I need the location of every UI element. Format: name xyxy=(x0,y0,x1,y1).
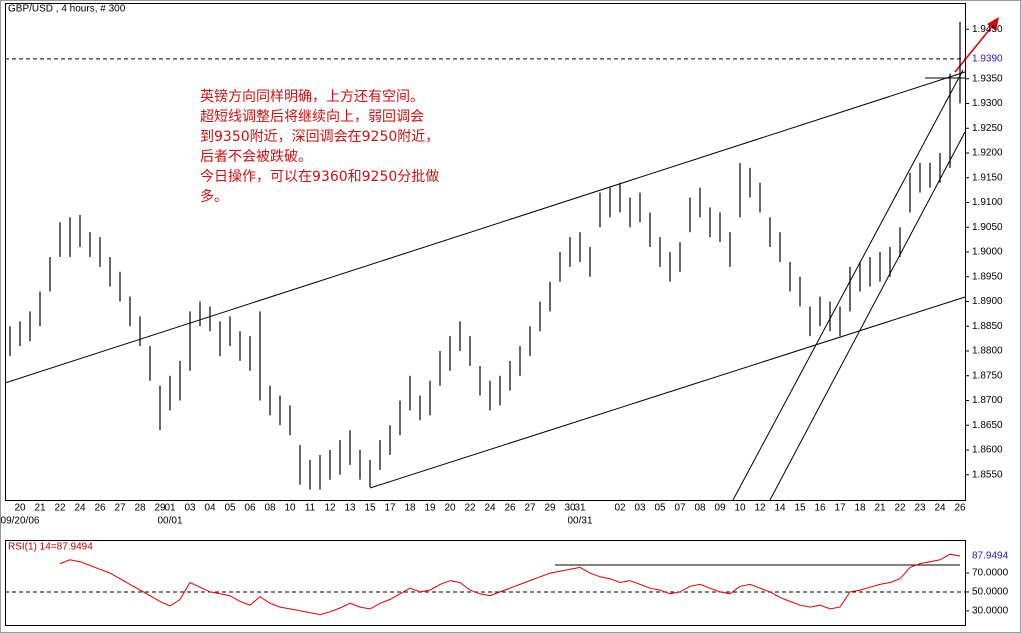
y-tick-label: 1.8850 xyxy=(972,321,1003,332)
y-tick-label: 1.9100 xyxy=(972,197,1003,208)
x-tick-label: 09 xyxy=(714,503,726,514)
y-tick-label: 1.8800 xyxy=(972,346,1003,357)
rsi-title: RSI(1) 14=87.9494 xyxy=(8,542,93,553)
annotation: 后者不会被跌破。 xyxy=(200,149,312,165)
y-tick-label: 1.9150 xyxy=(972,172,1003,183)
x-tick-label: 15 xyxy=(794,503,806,514)
x-tick-label: 18 xyxy=(854,503,866,514)
y-tick-label: 1.8700 xyxy=(972,395,1003,406)
current-value-label: 87.9494 xyxy=(972,551,1009,562)
y-tick-label: 1.9450 xyxy=(972,24,1003,35)
rsi-panel xyxy=(5,540,966,626)
x-tick-label: 27 xyxy=(524,503,536,514)
arrow-head xyxy=(987,17,999,31)
annotation: 多。 xyxy=(200,188,228,205)
x-tick-label: 12 xyxy=(324,503,336,514)
x-tick-label: 11 xyxy=(305,503,316,514)
trend-line xyxy=(369,296,966,489)
annotation: 超短线调整后将继续向上，弱回调会 xyxy=(200,108,424,125)
last-price-label: 1.9390 xyxy=(972,54,1003,65)
x-tick-label: 23 xyxy=(914,503,926,514)
x-tick-label: 24 xyxy=(484,503,496,514)
x-tick-label: 03 xyxy=(634,503,646,514)
x-tick-label: 08 xyxy=(694,503,706,514)
x-tick-label: 22 xyxy=(464,503,476,514)
x-tick-label: 30 xyxy=(564,503,576,514)
x-tick-label: 15 xyxy=(364,503,376,514)
trend-line xyxy=(769,131,966,501)
x-tick-label: 02 xyxy=(614,503,626,514)
x-tick-label: 31 xyxy=(574,503,586,514)
x-tick-label: 13 xyxy=(344,503,356,514)
x-tick-label: 14 xyxy=(774,503,786,514)
x-tick-label: 21 xyxy=(874,503,886,514)
x-tick-label: 29 xyxy=(154,503,166,514)
x-tick-label: 24 xyxy=(934,503,946,514)
y-tick-label: 1.8750 xyxy=(972,370,1003,381)
x-tick-label: 01 xyxy=(164,503,176,514)
x-tick-label: 17 xyxy=(384,503,396,514)
x-sublabel: 00/01 xyxy=(157,516,182,527)
trend-line xyxy=(4,71,966,384)
x-tick-label: 26 xyxy=(94,503,106,514)
x-tick-label: 21 xyxy=(34,503,46,514)
x-tick-label: 07 xyxy=(674,503,686,514)
x-tick-label: 26 xyxy=(504,503,516,514)
y-tick-label: 1.9000 xyxy=(972,247,1003,258)
x-tick-label: 22 xyxy=(894,503,906,514)
trend-line xyxy=(732,69,964,501)
x-sublabel: 09/20/06 xyxy=(1,516,40,527)
arrow-shaft xyxy=(954,23,995,73)
trend-lines xyxy=(4,69,966,566)
y-tick-label: 1.8650 xyxy=(972,420,1003,431)
chart-title: GBP/USD , 4 hours, # 300 xyxy=(8,4,126,15)
x-tick-label: 16 xyxy=(814,503,826,514)
y-tick-label: 1.9200 xyxy=(972,148,1003,159)
x-tick-label: 04 xyxy=(204,503,216,514)
x-tick-label: 10 xyxy=(284,503,296,514)
x-tick-label: 20 xyxy=(14,503,26,514)
rsi-line xyxy=(59,553,961,616)
x-tick-label: 19 xyxy=(424,503,436,514)
x-tick-label: 20 xyxy=(444,503,456,514)
x-tick-label: 17 xyxy=(834,503,846,514)
x-tick-label: 26 xyxy=(954,503,966,514)
x-tick-label: 08 xyxy=(264,503,276,514)
x-tick-label: 29 xyxy=(544,503,556,514)
x-tick-label: 22 xyxy=(54,503,66,514)
x-tick-label: 24 xyxy=(74,503,86,514)
x-tick-label: 05 xyxy=(224,503,236,514)
x-tick-label: 18 xyxy=(404,503,416,514)
x-tick-label: 05 xyxy=(654,503,666,514)
y-tick-label: 50.0000 xyxy=(972,587,1009,598)
annotation: 英镑方向同样明确，上方还有空间。 xyxy=(200,88,424,105)
y-tick-label: 1.8950 xyxy=(972,271,1003,282)
annotation: 到9350附近，深回调会在9250附近， xyxy=(200,129,439,145)
y-tick-label: 1.9050 xyxy=(972,222,1003,233)
x-tick-label: 28 xyxy=(134,503,146,514)
y-tick-label: 1.8600 xyxy=(972,445,1003,456)
x-tick-label: 03 xyxy=(184,503,196,514)
y-tick-label: 1.9300 xyxy=(972,98,1003,109)
y-tick-label: 1.8900 xyxy=(972,296,1003,307)
y-tick-label: 1.9250 xyxy=(972,123,1003,134)
annotation: 今日操作，可以在9360和9250分批做 xyxy=(200,169,439,185)
arrow xyxy=(954,17,999,73)
x-tick-label: 10 xyxy=(734,503,746,514)
y-tick-label: 70.0000 xyxy=(972,568,1009,579)
x-tick-label: 06 xyxy=(244,503,256,514)
y-tick-label: 30.0000 xyxy=(972,605,1009,616)
x-sublabel: 00/31 xyxy=(567,516,592,527)
y-tick-label: 1.9350 xyxy=(972,73,1003,84)
y-tick-label: 1.8550 xyxy=(972,469,1003,480)
x-tick-label: 12 xyxy=(754,503,766,514)
x-tick-label: 27 xyxy=(114,503,126,514)
